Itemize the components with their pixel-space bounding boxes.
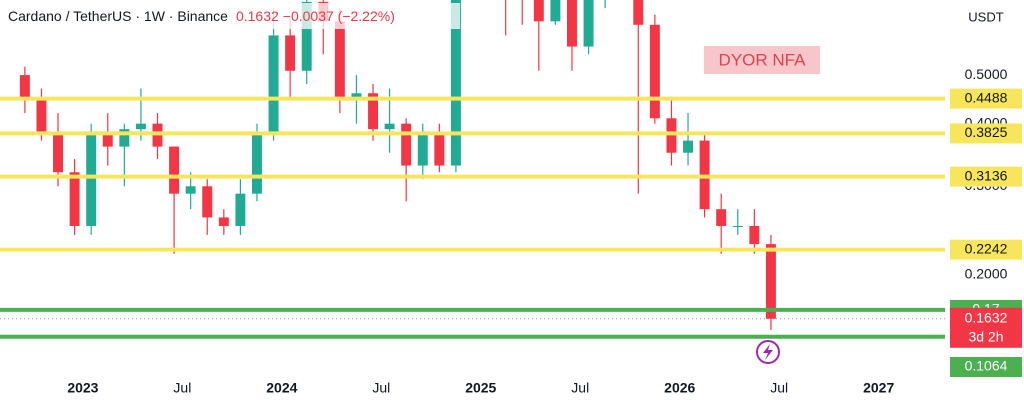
candle-body: [169, 146, 180, 194]
level-label: 0.1064: [965, 358, 1008, 374]
candle-body: [351, 93, 362, 99]
candle-body: [434, 134, 445, 166]
level-label-bg: [950, 239, 1022, 260]
candle-body: [218, 217, 229, 226]
header: Cardano / TetherUS · 1W · Binance 0.1632−…: [8, 8, 395, 24]
candle-body: [135, 123, 146, 130]
level-label-bg: [950, 357, 1022, 377]
candle-body: [749, 225, 760, 245]
x-tick-label: 2023: [67, 380, 98, 396]
x-tick-label: Jul: [571, 380, 589, 396]
replay-icon[interactable]: [756, 340, 780, 364]
header-change: −0.0037 (−2.22%): [283, 8, 395, 24]
symbol: Cardano / TetherUS · 1W · Binance: [8, 8, 228, 24]
candle-body: [102, 134, 113, 147]
candle-body: [285, 35, 296, 71]
candle-body: [550, 0, 561, 22]
candle-body: [86, 134, 97, 226]
candle-body: [368, 93, 378, 130]
candle-body: [450, 0, 461, 166]
level-label: 0.4488: [965, 89, 1008, 105]
candle-body: [401, 123, 412, 166]
level-label: 0.3825: [965, 124, 1008, 140]
header-bg: [2, 3, 460, 29]
candle-body: [334, 21, 345, 99]
annotation: DYOR NFA: [719, 50, 807, 69]
x-tick-label: Jul: [173, 380, 191, 396]
candle-body: [417, 134, 428, 166]
candle-body: [53, 134, 63, 173]
last-price-label: 0.1632: [965, 310, 1008, 326]
candle-body: [235, 193, 246, 226]
countdown: 3d 2h: [968, 329, 1003, 345]
last-price-bg: [950, 307, 1022, 348]
candle-body: [384, 123, 395, 130]
level-label-bg: [950, 166, 1022, 187]
candle-body: [185, 186, 196, 194]
level-label-bg: [950, 123, 1022, 144]
candle-body: [567, 0, 577, 47]
y-tick-label: 0.2000: [965, 265, 1008, 281]
x-tick-label: Jul: [770, 380, 788, 396]
candle-body: [683, 140, 693, 153]
candle-body: [583, 0, 594, 47]
axis-labels: 2023 Jul 2024 Jul 2025 Jul 2026 Jul 2027 0.5000 0.…: [67, 66, 1022, 396]
candle-body: [649, 24, 660, 119]
x-tick-label: 2025: [465, 380, 496, 396]
candle-body: [252, 134, 262, 194]
candle-body: [301, 1, 312, 71]
currency: USDT: [968, 9, 1003, 24]
candle-body: [19, 75, 30, 99]
x-tick-label: Jul: [372, 380, 390, 396]
x-tick-label: 2027: [863, 380, 894, 396]
level-label-bg: [950, 88, 1022, 109]
candle-body: [119, 129, 130, 147]
candle-body: [732, 225, 743, 227]
candle-body: [36, 98, 47, 135]
level-label: 0.3136: [965, 167, 1008, 183]
candle-body: [533, 0, 544, 22]
header-price: 0.1632: [236, 8, 279, 24]
level-label: 0.2242: [965, 240, 1008, 256]
candle-body: [268, 35, 279, 135]
candle-body: [716, 209, 727, 226]
candle-body: [202, 186, 213, 218]
time-axis: [0, 370, 945, 408]
candle-body: [666, 118, 677, 153]
candle-body: [765, 244, 776, 319]
annotation-box: [704, 46, 820, 74]
candle-body: [633, 0, 644, 25]
x-tick-label: 2026: [664, 380, 695, 396]
y-tick-label: 0.5000: [965, 66, 1008, 82]
candle-body: [69, 172, 80, 226]
x-tick-label: 2024: [266, 380, 297, 396]
